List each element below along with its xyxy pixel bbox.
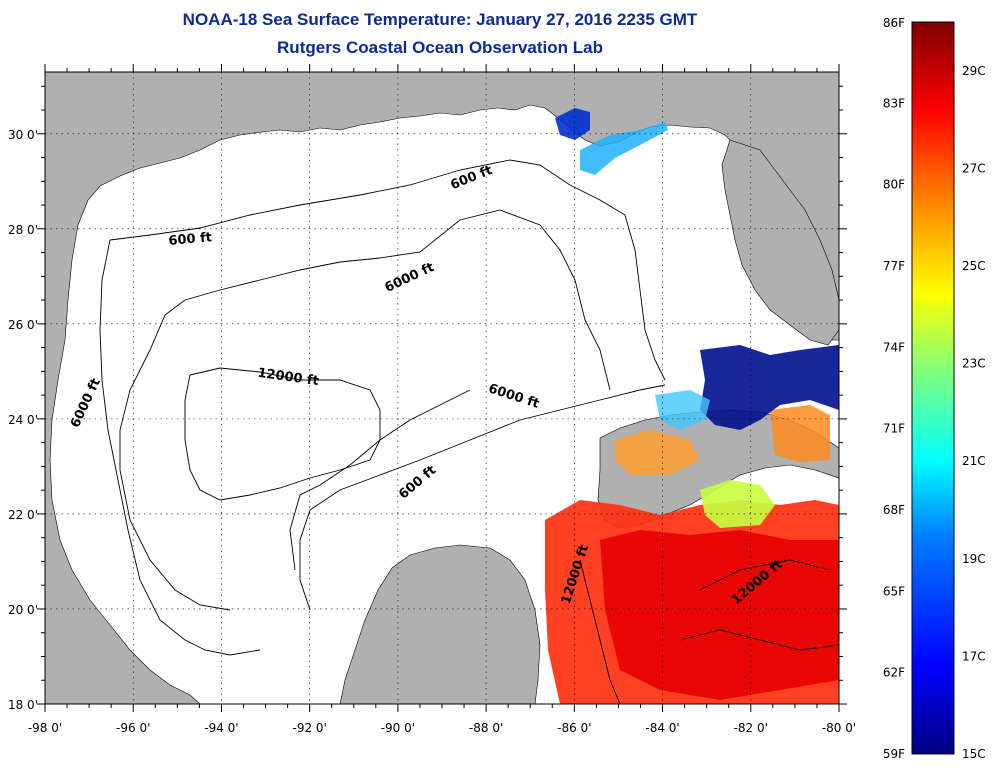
colorbar-label-c: 23C — [962, 357, 986, 371]
tick-label-lat: 20 0' — [8, 603, 38, 617]
tick-label-lon: -96 0' — [116, 721, 150, 735]
sst-yellow-patch — [700, 480, 775, 528]
tick-label-lon: -80 0' — [822, 721, 856, 735]
sst-cyan-panhandle — [580, 122, 668, 175]
tick-label-lat: 28 0' — [8, 223, 38, 237]
tick-label-lat: 26 0' — [8, 318, 38, 332]
colorbar-label-f: 77F — [883, 259, 905, 273]
axis-ticks — [37, 64, 847, 712]
sst-red-patch — [600, 530, 839, 700]
colorbar-label-c: 17C — [962, 649, 986, 663]
sst-cyan-keys — [655, 390, 710, 430]
colorbar-label-c: 25C — [962, 259, 986, 273]
tick-label-lon: -90 0' — [381, 721, 415, 735]
florida-land — [721, 139, 839, 346]
colorbar-label-f: 80F — [883, 178, 905, 192]
colorbar-label-f: 65F — [883, 584, 905, 598]
contour-12000ft-east — [579, 559, 839, 704]
colorbar-label-f: 59F — [883, 747, 905, 761]
depth-contours — [99, 159, 839, 704]
colorbar-label-f: 62F — [883, 666, 905, 680]
colorbar-label-c: 21C — [962, 454, 986, 468]
tick-label-lat: 30 0' — [8, 128, 38, 142]
contour-6000ft — [119, 209, 611, 611]
tick-label-lon: -98 0' — [28, 721, 62, 735]
colorbar — [911, 21, 955, 755]
yucatan-land — [339, 544, 541, 704]
contour-label: 600 ft — [168, 230, 213, 249]
colorbar-label-c: 29C — [962, 64, 986, 78]
colorbar-label-c: 19C — [962, 552, 986, 566]
contour-600ft — [99, 159, 666, 656]
colorbar-label-f: 68F — [883, 503, 905, 517]
tick-label-lon: -86 0' — [557, 721, 591, 735]
sst-orange-streaks — [770, 405, 830, 462]
colorbar-label-f: 74F — [883, 340, 905, 354]
map-grid — [45, 72, 839, 704]
tick-label-lon: -82 0' — [734, 721, 768, 735]
colorbar-label-f: 71F — [883, 422, 905, 436]
tick-label-lon: -94 0' — [204, 721, 238, 735]
contour-12000ft — [184, 367, 381, 501]
colorbar-labels: 86F 83F 80F 77F 74F 71F 68F 65F 62F 59F 29C 27C 25C 2… — [883, 16, 986, 761]
colorbar-label-f: 86F — [883, 16, 905, 30]
tick-label-lon: -88 0' — [469, 721, 503, 735]
sst-cold-panhandle — [555, 108, 590, 140]
axis-tick-labels: -98 0' -96 0' -94 0' -92 0' -90 0' -88 0' -86 … — [8, 128, 856, 735]
tick-label-lon: -84 0' — [645, 721, 679, 735]
tick-label-lat: 24 0' — [8, 413, 38, 427]
tick-label-lat: 22 0' — [8, 508, 38, 522]
map-title: NOAA-18 Sea Surface Temperature: January… — [182, 10, 698, 29]
sst-cold-keys — [700, 345, 839, 430]
map-subtitle: Rutgers Coastal Ocean Observation Lab — [277, 38, 603, 57]
tick-label-lat: 18 0' — [8, 698, 38, 712]
tick-label-lon: -92 0' — [292, 721, 326, 735]
sst-orange-patch-cuba-w — [615, 430, 700, 475]
colorbar-label-f: 83F — [883, 96, 905, 110]
colorbar-label-c: 27C — [962, 161, 986, 175]
colorbar-label-c: 15C — [962, 747, 986, 761]
